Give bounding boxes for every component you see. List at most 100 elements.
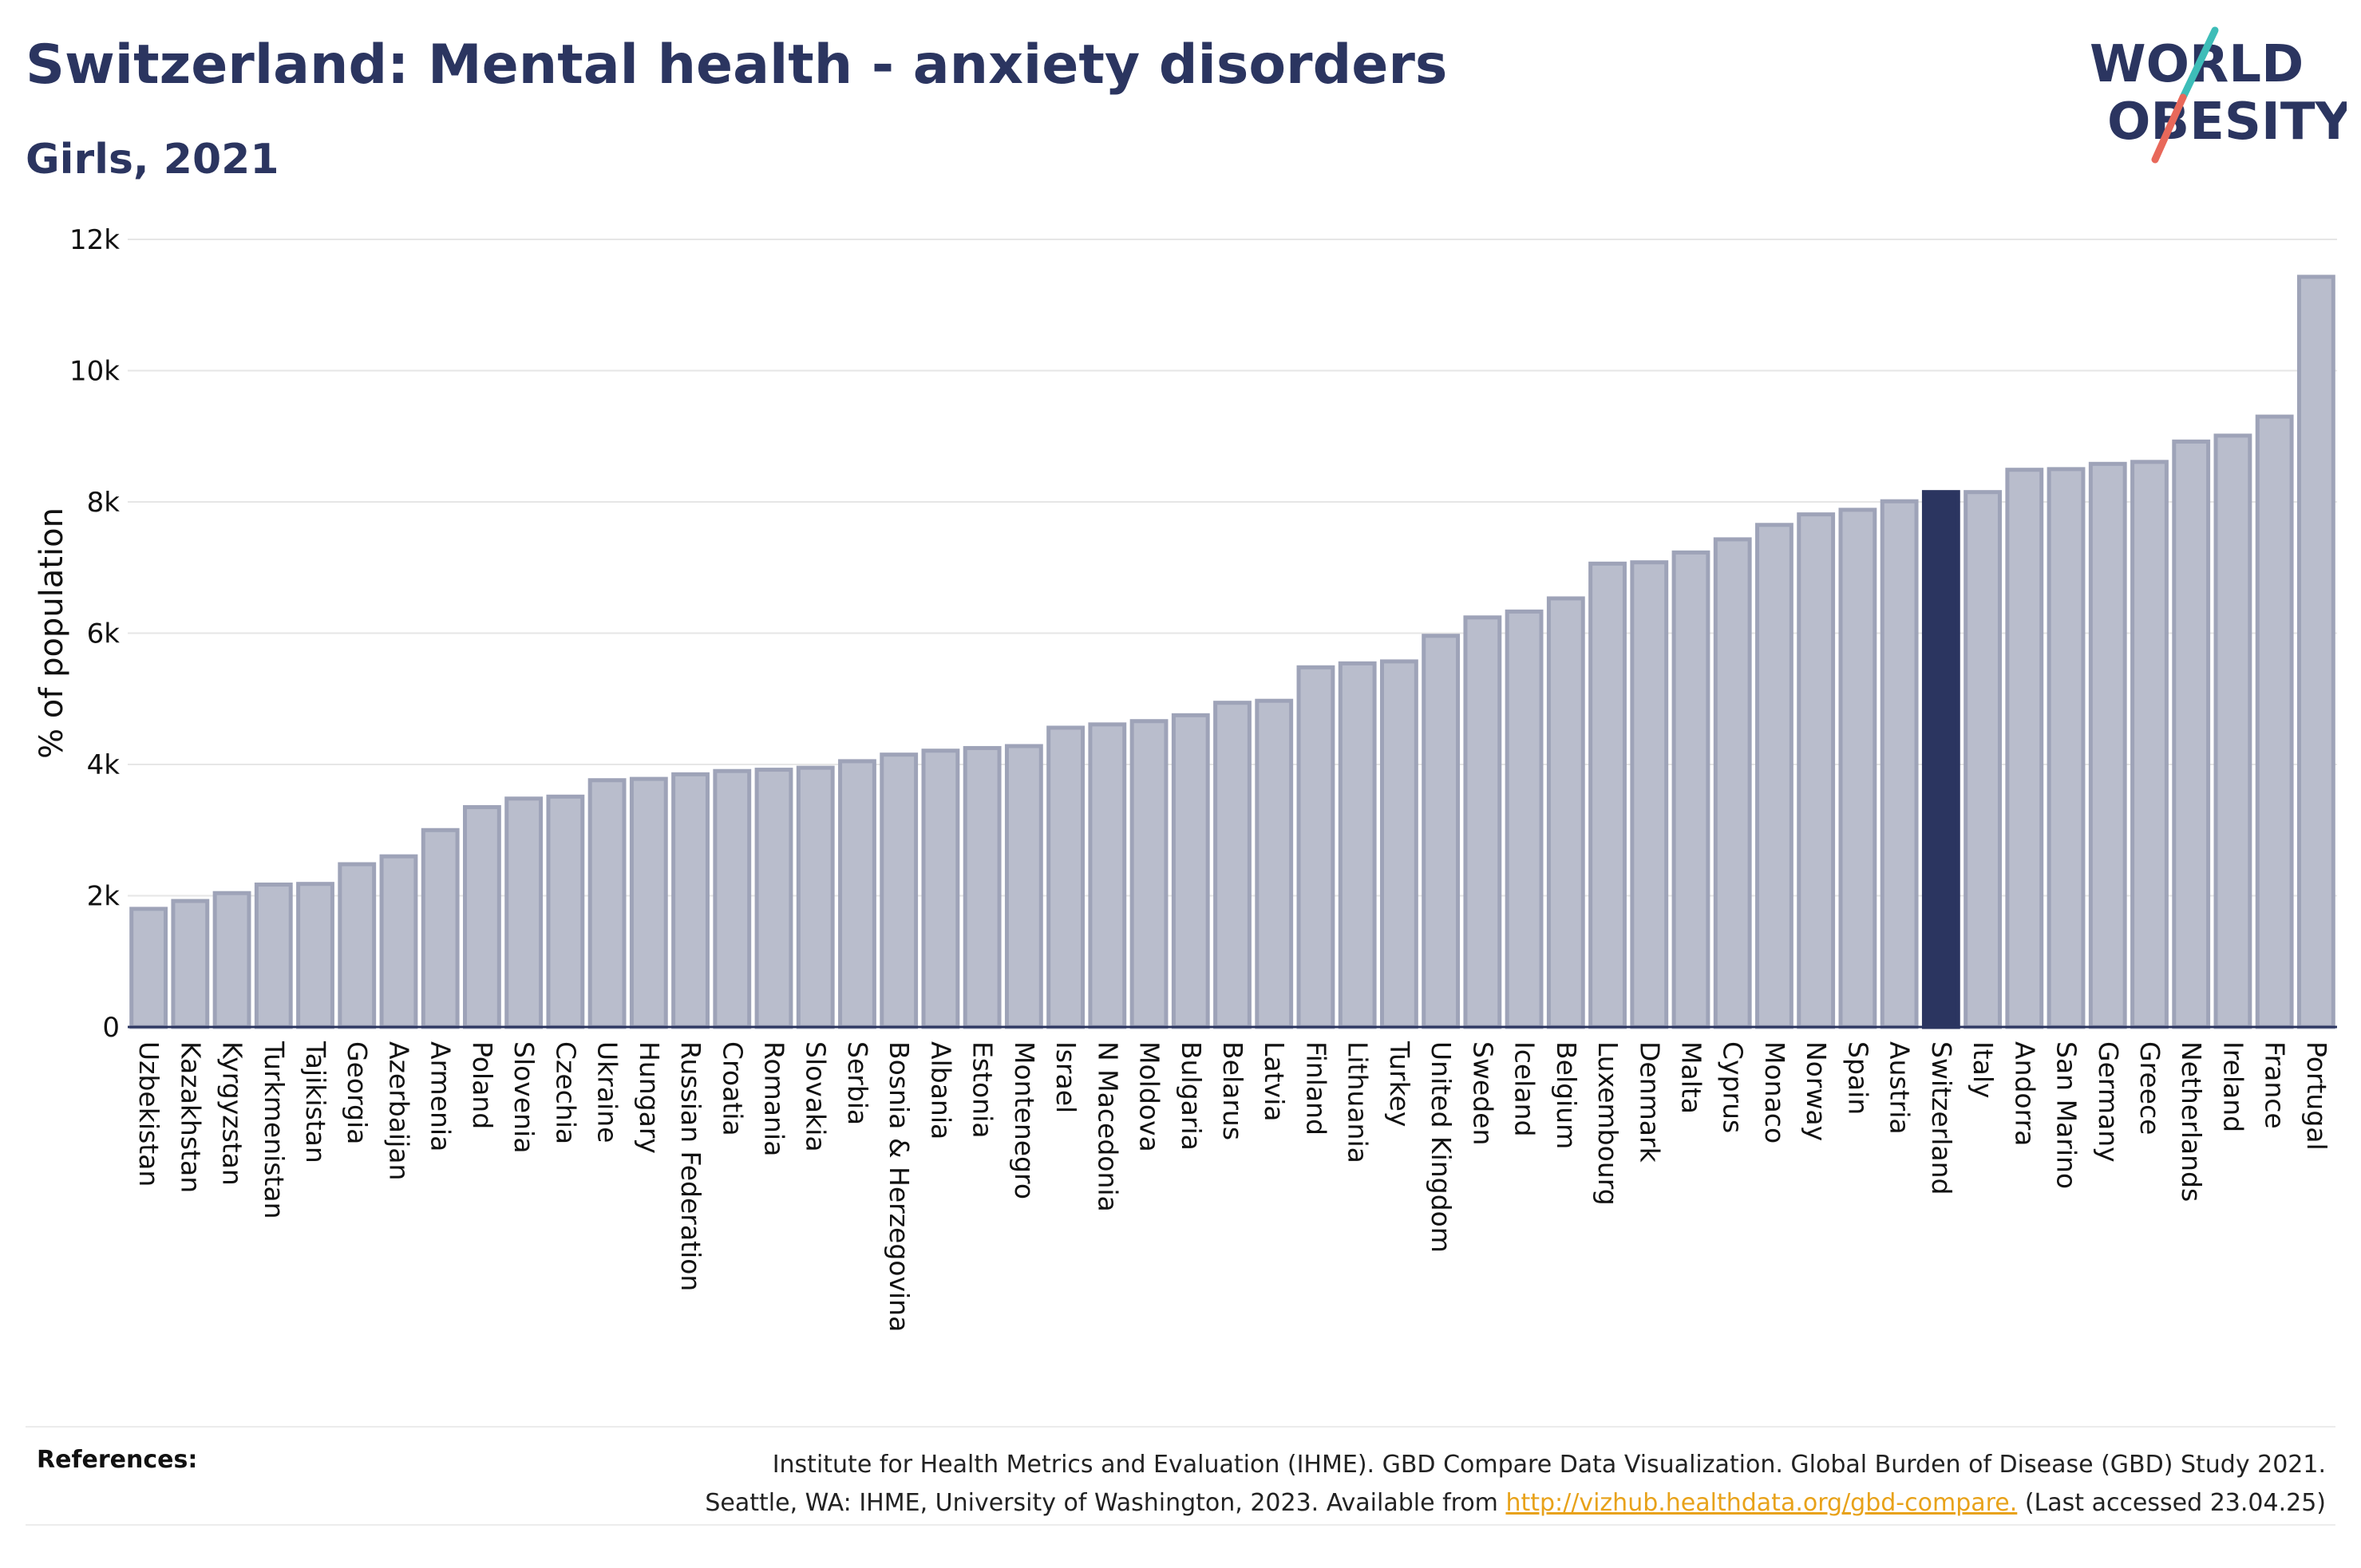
bar-estonia	[963, 745, 1002, 1029]
x-tick-label: Lithuania	[1343, 1041, 1374, 1163]
y-tick-label: 4k	[87, 749, 121, 781]
bar-croatia	[713, 768, 752, 1029]
x-tick-label: France	[2260, 1041, 2291, 1129]
x-tick-label: Ukraine	[592, 1041, 623, 1143]
bar-montenegro	[1004, 744, 1043, 1029]
x-tick-label: Serbia	[842, 1041, 873, 1125]
bar-albania	[921, 748, 960, 1029]
x-tick-label: Spain	[1842, 1041, 1873, 1115]
bar-slovakia	[796, 765, 835, 1029]
bar-finland	[1296, 665, 1335, 1029]
bar-turkey	[1379, 659, 1418, 1029]
bar-poland	[463, 804, 501, 1029]
world-obesity-logo: WORLD OBESITY	[2090, 26, 2347, 164]
x-tick-label: Belgium	[1551, 1041, 1582, 1149]
x-tick-label: Romania	[759, 1041, 790, 1156]
x-tick-label: Poland	[467, 1041, 498, 1129]
bar-czechia	[546, 794, 585, 1029]
x-tick-label: Kyrgyzstan	[217, 1041, 248, 1186]
logo-slash-top	[2179, 26, 2219, 101]
bar-slovenia	[504, 796, 544, 1029]
x-tick-label: Latvia	[1259, 1041, 1290, 1121]
bar-armenia	[421, 827, 460, 1029]
bar-germany	[2088, 461, 2127, 1029]
x-tick-label: Turkmenistan	[259, 1041, 290, 1219]
bar-ukraine	[587, 778, 627, 1029]
bar-russian-federation	[671, 772, 710, 1029]
x-tick-labels: Uzbekistan Kazakhstan Kyrgyzstan Turkmenist…	[133, 1041, 2332, 1332]
x-tick-label: Azerbaijan	[383, 1041, 414, 1180]
bar-israel	[1046, 725, 1086, 1029]
bar-portugal	[2296, 274, 2335, 1029]
x-tick-label: Armenia	[425, 1041, 457, 1151]
x-tick-label: Belarus	[1217, 1041, 1248, 1140]
x-tick-label: Germany	[2093, 1041, 2124, 1163]
bar-andorra	[2005, 468, 2044, 1029]
x-tick-label: Cyprus	[1718, 1041, 1749, 1133]
x-tick-label: N Macedonia	[1092, 1041, 1123, 1212]
x-tick-label: Denmark	[1634, 1041, 1665, 1163]
bar-tajikistan	[296, 882, 334, 1029]
x-tick-label: Greece	[2134, 1041, 2165, 1135]
bar-greece	[2130, 460, 2169, 1029]
bar-georgia	[338, 862, 377, 1029]
bar-switzerland	[1921, 490, 1960, 1029]
bar-france	[2255, 414, 2294, 1029]
y-tick-label: 2k	[87, 881, 121, 913]
bar-malta	[1671, 550, 1710, 1029]
x-tick-label: Estonia	[967, 1041, 999, 1138]
bar-bulgaria	[1171, 713, 1210, 1029]
x-tick-label: Sweden	[1467, 1041, 1498, 1145]
x-tick-label: Ireland	[2217, 1041, 2248, 1132]
logo-slash-bottom	[2151, 93, 2187, 164]
reference-line-1: Institute for Health Metrics and Evaluat…	[772, 1451, 2326, 1479]
logo-text-obesity: OBESITY	[2107, 93, 2347, 152]
x-tick-label: Kazakhstan	[175, 1041, 206, 1193]
x-tick-label: Portugal	[2301, 1041, 2332, 1151]
x-tick-label: Albania	[925, 1041, 956, 1139]
references-text: Institute for Health Metrics and Evaluat…	[570, 1446, 2326, 1523]
bar-uzbekistan	[129, 906, 168, 1029]
x-tick-label: Monaco	[1759, 1041, 1790, 1143]
x-tick-label: Slovenia	[508, 1041, 540, 1153]
bar-latvia	[1255, 698, 1294, 1029]
x-tick-label: Bosnia & Herzegovina	[884, 1041, 915, 1332]
bar-moldova	[1129, 719, 1169, 1029]
bar-turkmenistan	[254, 883, 293, 1029]
bar-luxembourg	[1588, 561, 1627, 1029]
y-tick-labels: 0 2k 4k 6k 8k 10k 12k	[69, 224, 120, 1044]
reference-link[interactable]: http://vizhub.healthdata.org/gbd-compare…	[1505, 1489, 2018, 1517]
x-tick-label: Uzbekistan	[133, 1041, 164, 1187]
x-tick-label: Georgia	[342, 1041, 373, 1144]
y-tick-label: 0	[102, 1012, 120, 1044]
x-tick-label: Tajikistan	[300, 1041, 331, 1163]
x-tick-label: Italy	[1968, 1041, 1999, 1099]
x-tick-label: Austria	[1884, 1041, 1916, 1135]
y-tick-label: 12k	[69, 224, 120, 256]
chart-title: Switzerland: Mental health - anxiety dis…	[26, 34, 1448, 97]
bar-sweden	[1463, 615, 1502, 1029]
bar-azerbaijan	[379, 854, 418, 1029]
references-divider-bottom	[26, 1524, 2335, 1526]
bar-san-marino	[2047, 467, 2086, 1029]
references-label: References:	[37, 1446, 198, 1474]
x-tick-label: Czechia	[550, 1041, 581, 1144]
bar-ireland	[2213, 433, 2252, 1029]
x-tick-label: Malta	[1675, 1041, 1706, 1114]
x-tick-label: Switzerland	[1926, 1041, 1957, 1195]
x-tick-label: Bulgaria	[1176, 1041, 1207, 1151]
reference-line-2-prefix: Seattle, WA: IHME, University of Washing…	[705, 1489, 1506, 1517]
bar-cyprus	[1713, 537, 1752, 1029]
x-tick-label: Iceland	[1509, 1041, 1540, 1136]
bar-monaco	[1755, 523, 1793, 1029]
bar-norway	[1797, 512, 1836, 1029]
bar-austria	[1880, 499, 1919, 1029]
bar-kazakhstan	[171, 899, 210, 1029]
bar-chart: 0 2k 4k 6k 8k 10k 12k Uzbekistan Kazakhstan Kyrg…	[34, 224, 2337, 1332]
bar-romania	[754, 768, 793, 1029]
bar-belgium	[1546, 596, 1585, 1029]
x-tick-label: Moldova	[1134, 1041, 1165, 1152]
bar-bosnia-herzegovina	[880, 752, 919, 1029]
y-axis-label: % of population	[34, 508, 70, 759]
x-tick-label: Croatia	[717, 1041, 748, 1136]
